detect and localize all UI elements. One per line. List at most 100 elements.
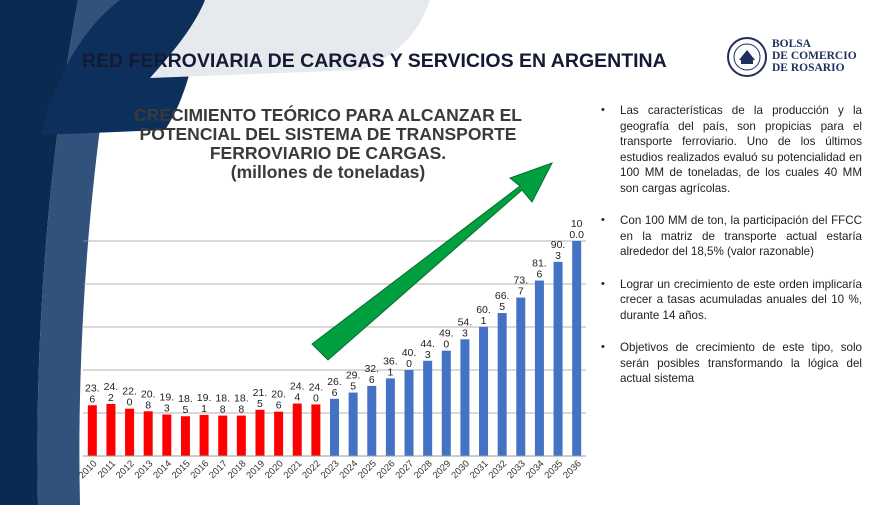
bullet-dot-icon: • <box>601 104 605 116</box>
data-label-2019-b: 5 <box>257 398 263 410</box>
data-label-2033-a: 73. <box>513 275 528 287</box>
bar-2014 <box>162 414 172 456</box>
data-label-2023-b: 6 <box>332 387 338 399</box>
bullet-item: • Objetivos de crecimiento de este tipo, … <box>598 340 862 387</box>
bullet-text: Objetivos de crecimiento de este tipo, s… <box>620 341 862 385</box>
data-label-2020-a: 20. <box>271 389 286 401</box>
x-tick-label: 2014 <box>151 458 174 481</box>
x-tick-label: 2020 <box>263 458 286 481</box>
x-tick-label: 2019 <box>244 458 267 481</box>
data-label-2032-a: 66. <box>495 290 510 302</box>
x-tick-label: 2032 <box>487 458 510 481</box>
data-label-2012-a: 22. <box>122 386 137 398</box>
x-tick-label: 2016 <box>188 458 211 481</box>
bullet-list: • Las características de la producción y … <box>598 103 862 404</box>
bullet-text: Con 100 MM de ton, la participación del … <box>620 214 862 258</box>
bar-2030 <box>460 339 470 456</box>
data-label-2027-a: 40. <box>402 347 417 359</box>
data-label-2023-a: 26. <box>327 376 342 388</box>
data-label-2011-a: 24. <box>104 381 119 393</box>
logo-line-3: DE ROSARIO <box>772 62 845 74</box>
x-tick-label: 2023 <box>319 458 342 481</box>
bar-2020 <box>274 411 284 456</box>
data-label-2028-a: 44. <box>420 338 435 350</box>
logo-text: BOLSA DE COMERCIO DE ROSARIO <box>772 38 857 74</box>
data-label-2017-b: 8 <box>220 404 226 416</box>
x-tick-label: 2031 <box>468 458 491 481</box>
data-label-2010-a: 23. <box>85 382 100 394</box>
data-label-2026-a: 36. <box>383 355 398 367</box>
data-label-2017-a: 18. <box>215 393 230 405</box>
bullet-dot-icon: • <box>601 277 605 290</box>
data-label-2015-a: 18. <box>178 393 193 405</box>
bar-2029 <box>441 350 451 456</box>
data-label-2031-b: 1 <box>481 315 487 327</box>
data-label-2035-b: 3 <box>555 250 561 262</box>
growth-arrow-icon <box>311 162 554 361</box>
x-tick-label: 2030 <box>449 458 472 481</box>
data-label-2014-a: 19. <box>160 392 175 404</box>
bar-2015 <box>180 416 190 456</box>
x-tick-label: 2029 <box>431 458 454 481</box>
bar-2012 <box>125 408 135 456</box>
bar-2027 <box>404 370 414 456</box>
logo-line-1: BOLSA <box>772 38 811 50</box>
bar-2026 <box>385 378 395 456</box>
bar-2033 <box>516 297 526 456</box>
bullet-item: • Con 100 MM de ton, la participación del… <box>598 213 862 260</box>
data-label-2036-b: 0.0 <box>569 229 584 241</box>
data-label-2030-b: 3 <box>462 327 468 339</box>
data-label-2016-b: 1 <box>201 403 207 415</box>
data-label-2029-a: 49. <box>439 328 454 340</box>
data-label-2034-b: 6 <box>537 269 543 281</box>
data-label-2016-a: 19. <box>197 392 212 404</box>
x-tick-label: 2024 <box>338 458 361 481</box>
data-label-2013-b: 8 <box>145 399 151 411</box>
x-tick-label: 2017 <box>207 458 230 481</box>
data-label-2014-b: 3 <box>164 403 170 415</box>
data-label-2015-b: 5 <box>183 404 189 416</box>
x-tick-label: 2015 <box>170 458 193 481</box>
bolsa-logo: BOLSA DE COMERCIO DE ROSARIO <box>726 36 866 80</box>
bar-2028 <box>423 360 433 456</box>
data-label-2034-a: 81. <box>532 258 547 270</box>
data-label-2036-a: 10 <box>571 218 583 230</box>
bullet-text: Lograr un crecimiento de este orden impl… <box>620 277 862 322</box>
bar-2016 <box>199 414 209 456</box>
bar-2018 <box>236 415 246 456</box>
data-label-2025-a: 32. <box>364 363 379 375</box>
bullet-dot-icon: • <box>601 214 605 226</box>
x-tick-label: 2022 <box>300 458 323 481</box>
x-tick-label: 2021 <box>282 458 305 481</box>
data-label-2022-a: 24. <box>309 381 324 393</box>
data-label-2025-b: 6 <box>369 374 375 386</box>
bar-2010 <box>87 405 97 456</box>
data-label-2022-b: 0 <box>313 392 319 404</box>
data-label-2020-b: 6 <box>276 400 282 412</box>
data-label-2024-b: 5 <box>350 381 356 393</box>
x-tick-label: 2027 <box>393 458 416 481</box>
data-label-2018-b: 8 <box>238 404 244 416</box>
chart-title-line-1: CRECIMIENTO TEÓRICO PARA ALCANZAR EL <box>134 105 522 125</box>
x-tick-label: 2035 <box>542 458 565 481</box>
data-label-2032-b: 5 <box>499 301 505 313</box>
x-tick-label: 2034 <box>524 458 547 481</box>
bar-2036 <box>572 241 582 456</box>
bullet-item: • Las características de la producción y … <box>598 103 862 196</box>
bar-2031 <box>479 326 489 456</box>
chart-title-line-3: FERROVIARIO DE CARGAS. <box>209 143 447 163</box>
data-label-2024-a: 29. <box>346 370 361 382</box>
x-tick-label: 2013 <box>133 458 156 481</box>
data-label-2021-b: 4 <box>294 392 300 404</box>
bar-2023 <box>330 398 339 456</box>
bar-2024 <box>348 392 358 456</box>
data-label-2028-b: 3 <box>425 349 431 361</box>
chart-title-line-2: POTENCIAL DEL SISTEMA DE TRANSPORTE <box>139 124 517 144</box>
x-tick-label: 2012 <box>114 458 137 481</box>
data-label-2010-b: 6 <box>89 393 95 405</box>
x-tick-label: 2036 <box>561 458 584 481</box>
chart-title-line-4: (millones de toneladas) <box>230 162 426 182</box>
bar-2019 <box>255 409 265 456</box>
